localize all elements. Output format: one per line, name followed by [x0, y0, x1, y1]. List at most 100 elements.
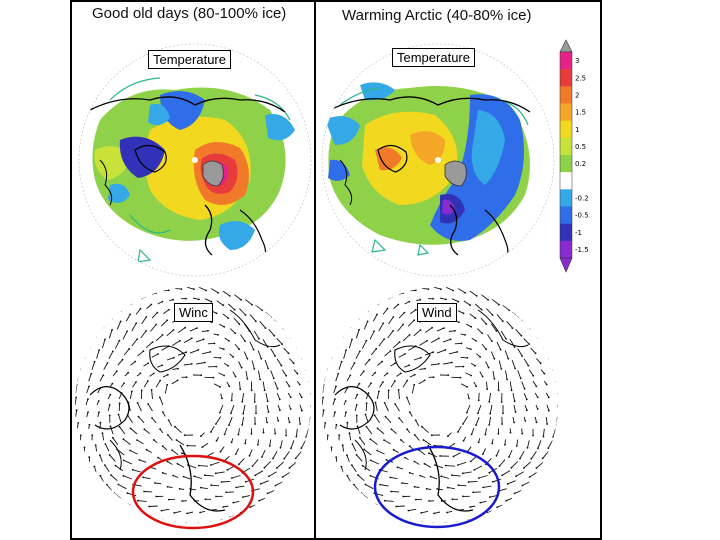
wind-vector-head [373, 414, 376, 417]
wind-vector-head [144, 295, 146, 298]
wind-vector-head [355, 414, 358, 417]
wind-vector-head [279, 446, 282, 449]
wind-vector-head [259, 483, 262, 485]
wind-vector-head [113, 492, 116, 495]
wind-vector-head [408, 445, 411, 448]
wind-vector-head [223, 325, 226, 328]
wind-vector [505, 370, 508, 380]
wind-vector [274, 381, 279, 389]
wind-vector-head [190, 337, 193, 340]
wind-vector [361, 492, 369, 499]
wind-vector [387, 296, 393, 300]
wind-vector [346, 475, 351, 483]
wind-vector [84, 349, 86, 359]
wind-vector-head [478, 477, 480, 479]
wind-vector-head [462, 495, 464, 498]
wind-vector-head [214, 472, 217, 475]
wind-vector-head [97, 328, 99, 331]
wind-vector [437, 488, 444, 491]
wind-vector-head [161, 364, 164, 367]
wind-vector-head [364, 483, 367, 486]
wind-vector [335, 373, 339, 382]
wind-vector [227, 303, 235, 311]
wind-vector-head [414, 289, 417, 292]
wind-vector [172, 368, 179, 370]
wind-vector-head [215, 439, 218, 442]
wind-vector-head [242, 412, 245, 415]
wind-vector-head [327, 359, 330, 362]
wind-vector-head [547, 396, 550, 399]
wind-vector-head [242, 496, 244, 498]
wind-vector-head [397, 389, 400, 391]
wind-vector-head [477, 441, 480, 444]
wind-vector-head [244, 442, 247, 445]
wind-vector-head [193, 288, 195, 291]
wind-vector [488, 416, 492, 425]
wind-vector-head [193, 475, 196, 478]
wind-vector-head [126, 492, 129, 495]
wind-vector-head [399, 372, 402, 375]
wind-vector-head [167, 289, 170, 292]
wind-vector-head [402, 495, 405, 498]
wind-vector-head [166, 373, 169, 376]
colorbar-swatch [560, 69, 572, 87]
wind-vector-head [136, 402, 139, 404]
wind-vector-head [186, 444, 189, 447]
wind-vector-head [358, 382, 361, 385]
wind-vector-head [419, 298, 422, 301]
wind-vector [479, 371, 483, 377]
wind-vector [354, 404, 358, 412]
wind-vector [448, 330, 456, 332]
wind-vector [196, 362, 205, 365]
wind-vector [174, 426, 182, 434]
wind-vector-head [143, 428, 146, 431]
wind-vector-head [152, 372, 155, 375]
wind-vector [135, 308, 141, 315]
wind-vector-head [127, 371, 130, 374]
wind-vector-head [312, 399, 314, 401]
wind-vector-head [432, 297, 434, 300]
wind-vector [415, 420, 420, 427]
wind-vector [474, 465, 483, 471]
wind-vector-head [215, 365, 218, 368]
wind-vector [177, 327, 186, 333]
wind-vector [406, 397, 411, 406]
wind-vector [260, 480, 269, 485]
wind-vector-head [444, 349, 447, 351]
wind-vector-head [285, 434, 287, 437]
colorbar-swatch [560, 223, 572, 242]
wind-vector-head [469, 506, 472, 508]
wind-vector-head [241, 424, 244, 426]
wind-vector-head [365, 339, 368, 342]
wind-vector-head [114, 464, 117, 467]
wind-vector-head [115, 370, 118, 373]
wind-vector [270, 370, 275, 379]
wind-vector-head [459, 376, 462, 379]
wind-vector [378, 338, 385, 347]
wind-vector-head [523, 467, 525, 469]
wind-vector [363, 449, 372, 456]
wind-vector-head [454, 329, 456, 332]
wind-vector-head [535, 421, 538, 424]
wind-vector-head [414, 419, 417, 422]
wind-vector [160, 319, 168, 327]
wind-vector [393, 304, 399, 309]
wind-vector [257, 439, 259, 445]
wind-vector [107, 404, 111, 412]
wind-vector-head [362, 370, 365, 373]
left-temperature-label: Temperature [148, 50, 231, 69]
wind-vector [462, 416, 469, 425]
wind-vector-head [244, 314, 247, 316]
wind-vector-head [509, 431, 512, 434]
wind-vector-head [495, 454, 498, 457]
wind-vector [275, 481, 283, 486]
wind-vector-head [346, 421, 349, 424]
wind-vector-head [404, 456, 406, 459]
wind-vector-head [501, 320, 504, 323]
colorbar-swatch [560, 155, 572, 173]
wind-vector [210, 425, 215, 433]
wind-vector-head [527, 364, 530, 367]
wind-vector-head [122, 459, 125, 462]
wind-vector-head [457, 300, 460, 303]
wind-vector [486, 308, 493, 316]
